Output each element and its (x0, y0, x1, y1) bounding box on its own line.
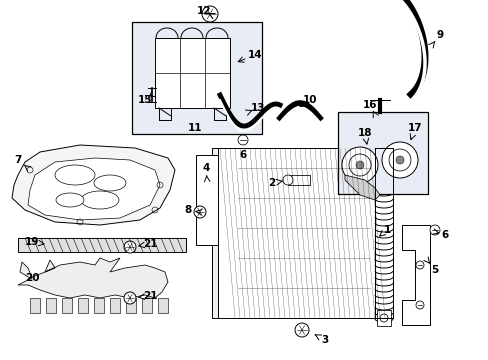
Circle shape (124, 292, 136, 304)
Text: 6: 6 (239, 150, 246, 160)
Bar (142, 298, 152, 313)
Polygon shape (345, 175, 379, 200)
Text: 3: 3 (321, 335, 328, 345)
Text: 7: 7 (14, 155, 21, 165)
Ellipse shape (94, 175, 126, 191)
Bar (376, 140, 390, 156)
Circle shape (341, 147, 377, 183)
Bar (132, 22, 262, 134)
Circle shape (379, 314, 387, 322)
Bar (196, 155, 218, 245)
Text: 1: 1 (383, 225, 390, 235)
Text: 12: 12 (196, 6, 211, 16)
Bar (287, 175, 309, 185)
Circle shape (238, 135, 247, 145)
Bar (337, 112, 427, 194)
Bar (110, 298, 120, 313)
Circle shape (202, 6, 218, 22)
Polygon shape (12, 145, 175, 225)
Bar (218, 148, 374, 318)
Circle shape (355, 161, 363, 169)
Bar (126, 298, 136, 313)
Bar (155, 38, 229, 108)
Circle shape (395, 156, 403, 164)
Text: 16: 16 (362, 100, 376, 110)
Circle shape (381, 142, 417, 178)
Bar (18, 238, 185, 252)
Ellipse shape (56, 193, 84, 207)
Text: 8: 8 (184, 205, 191, 215)
Text: 11: 11 (187, 123, 202, 133)
Circle shape (429, 225, 439, 235)
Text: 19: 19 (25, 237, 39, 247)
Text: 10: 10 (302, 95, 317, 105)
Text: 13: 13 (250, 103, 264, 113)
Text: 21: 21 (142, 239, 157, 249)
Bar (78, 298, 88, 313)
Circle shape (379, 144, 387, 152)
Circle shape (415, 301, 423, 309)
Polygon shape (28, 158, 160, 220)
Polygon shape (18, 258, 168, 298)
Text: 21: 21 (142, 291, 157, 301)
Text: 5: 5 (430, 265, 438, 275)
Circle shape (124, 241, 136, 253)
Bar (376, 310, 390, 326)
Text: 9: 9 (436, 30, 443, 40)
Circle shape (283, 175, 292, 185)
Text: 2: 2 (268, 178, 275, 188)
Bar (62, 298, 72, 313)
Text: 14: 14 (247, 50, 262, 60)
Text: 6: 6 (441, 230, 447, 240)
Text: 18: 18 (357, 128, 371, 138)
Bar (94, 298, 104, 313)
Circle shape (194, 206, 205, 218)
Bar (46, 298, 56, 313)
Polygon shape (401, 225, 429, 325)
Text: 17: 17 (407, 123, 422, 133)
Ellipse shape (81, 191, 119, 209)
Circle shape (415, 261, 423, 269)
Text: 4: 4 (202, 163, 209, 173)
Bar (158, 298, 168, 313)
Circle shape (294, 323, 308, 337)
Bar (212, 148, 218, 318)
Bar (30, 298, 40, 313)
Text: 20: 20 (25, 273, 39, 283)
Text: 15: 15 (138, 95, 152, 105)
Ellipse shape (55, 165, 95, 185)
